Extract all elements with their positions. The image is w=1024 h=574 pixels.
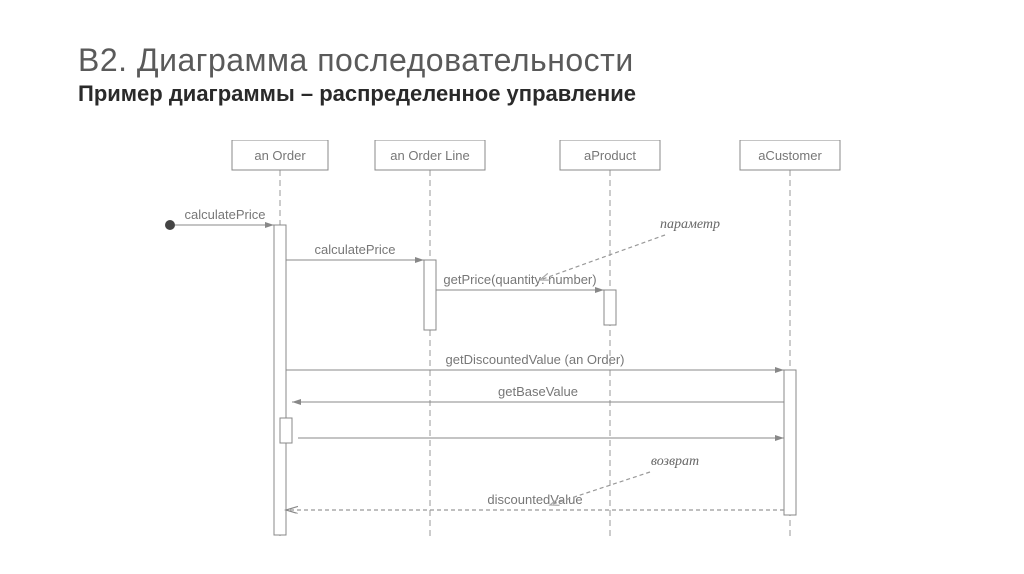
sequence-diagram: an Order an Order Line aProduct aCustomer ca… — [150, 140, 910, 550]
activation-bar — [784, 370, 796, 515]
participant-label: aProduct — [584, 148, 636, 163]
activation-bar — [424, 260, 436, 330]
note-label: возврат — [651, 454, 699, 469]
participant-label: an Order Line — [390, 148, 470, 163]
activation-bar — [604, 290, 616, 325]
sequence-svg: an Order an Order Line aProduct aCustomer ca… — [150, 140, 910, 550]
message-label: getPrice(quantity: number) — [443, 272, 596, 287]
note-pointer — [540, 235, 665, 280]
message-label: getBaseValue — [498, 384, 578, 399]
title-main: В2. Диаграмма последовательности — [78, 42, 636, 79]
message-label: calculatePrice — [185, 207, 266, 222]
message-label: calculatePrice — [315, 242, 396, 257]
note-label: параметр — [660, 217, 720, 232]
message-label: getDiscountedValue (an Order) — [446, 352, 625, 367]
participant-label: aCustomer — [758, 148, 822, 163]
found-message-dot — [165, 220, 175, 230]
activation-bar — [280, 418, 292, 443]
title-block: В2. Диаграмма последовательности Пример … — [78, 42, 636, 107]
title-sub: Пример диаграммы – распределенное управл… — [78, 81, 636, 107]
activation-bar — [274, 225, 286, 535]
participant-label: an Order — [254, 148, 306, 163]
